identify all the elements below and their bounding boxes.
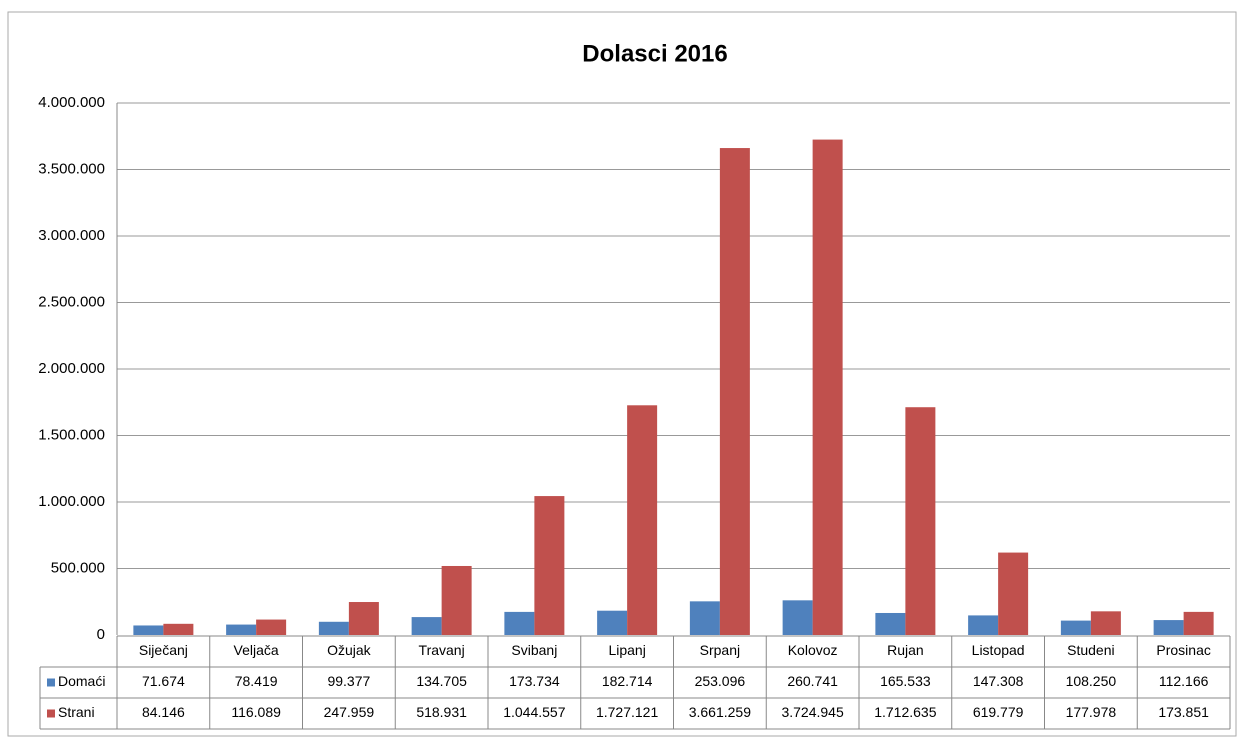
bar xyxy=(1183,611,1214,635)
x-tick-label: Listopad xyxy=(972,642,1025,658)
bar xyxy=(627,405,658,635)
table-cell: 116.089 xyxy=(231,704,281,720)
x-tick-label: Travanj xyxy=(419,642,465,658)
x-tick-label: Lipanj xyxy=(608,642,645,658)
legend-swatch xyxy=(47,709,55,718)
bar xyxy=(441,565,472,635)
y-tick-label: 2.500.000 xyxy=(38,293,105,310)
x-tick-label: Prosinac xyxy=(1156,642,1210,658)
x-tick-label: Kolovoz xyxy=(788,642,838,658)
y-tick-label: 2.000.000 xyxy=(38,360,105,377)
table-cell: 1.044.557 xyxy=(503,704,565,720)
x-tick-label: Srpanj xyxy=(700,642,740,658)
table-cell: 3.724.945 xyxy=(781,704,843,720)
y-tick-label: 4.000.000 xyxy=(38,94,105,111)
table-cell: 619.779 xyxy=(973,704,1024,720)
bar xyxy=(597,610,628,635)
bar xyxy=(256,619,287,635)
table-cell: 260.741 xyxy=(787,673,838,689)
table-cell: 518.931 xyxy=(416,704,467,720)
x-tick-label: Siječanj xyxy=(139,642,188,658)
table-cell: 173.851 xyxy=(1158,704,1209,720)
y-tick-label: 500.000 xyxy=(51,559,105,576)
bar xyxy=(534,496,565,635)
table-cell: 108.250 xyxy=(1066,673,1117,689)
bar xyxy=(133,625,164,635)
y-tick-label: 3.000.000 xyxy=(38,227,105,244)
bar xyxy=(689,601,720,635)
table-cell: 1.712.635 xyxy=(874,704,936,720)
table-cell: 99.377 xyxy=(327,673,370,689)
legend-swatch xyxy=(47,678,55,687)
bar xyxy=(875,612,906,635)
bar xyxy=(226,624,257,635)
table-cell: 3.661.259 xyxy=(689,704,751,720)
bar xyxy=(968,615,999,635)
bar xyxy=(812,139,843,635)
table-cell: 182.714 xyxy=(602,673,653,689)
bar xyxy=(1090,611,1121,635)
y-tick-label: 3.500.000 xyxy=(38,160,105,177)
bar xyxy=(905,407,936,635)
y-tick-label: 0 xyxy=(97,626,105,643)
bar xyxy=(782,600,813,635)
table-cell: 112.166 xyxy=(1159,673,1209,689)
bar xyxy=(163,623,194,635)
y-tick-label: 1.000.000 xyxy=(38,493,105,510)
bar xyxy=(719,148,750,635)
x-tick-label: Rujan xyxy=(887,642,924,658)
table-cell: 165.533 xyxy=(880,673,931,689)
table-cell: 253.096 xyxy=(695,673,746,689)
bar xyxy=(318,621,349,635)
chart-title: Dolasci 2016 xyxy=(582,40,727,67)
bar xyxy=(1153,620,1184,635)
table-cell: 1.727.121 xyxy=(596,704,658,720)
table-cell: 71.674 xyxy=(142,673,185,689)
table-cell: 173.734 xyxy=(509,673,560,689)
table-cell: 247.959 xyxy=(324,704,375,720)
table-cell: 84.146 xyxy=(142,704,185,720)
table-cell: 147.308 xyxy=(973,673,1024,689)
bar xyxy=(348,602,379,635)
table-cell: 134.705 xyxy=(416,673,467,689)
y-tick-label: 1.500.000 xyxy=(38,426,105,443)
table-cell: 177.978 xyxy=(1066,704,1117,720)
bar xyxy=(504,611,535,635)
legend-label: Domaći xyxy=(58,673,105,689)
x-tick-label: Svibanj xyxy=(511,642,557,658)
table-cell: 78.419 xyxy=(235,673,278,689)
x-tick-label: Studeni xyxy=(1067,642,1114,658)
x-tick-label: Ožujak xyxy=(327,642,372,658)
legend-label: Strani xyxy=(58,704,95,720)
x-tick-label: Veljača xyxy=(234,642,279,658)
chart-border xyxy=(7,11,1237,737)
bar xyxy=(411,617,442,635)
bar xyxy=(1060,620,1091,635)
bar xyxy=(998,552,1029,635)
